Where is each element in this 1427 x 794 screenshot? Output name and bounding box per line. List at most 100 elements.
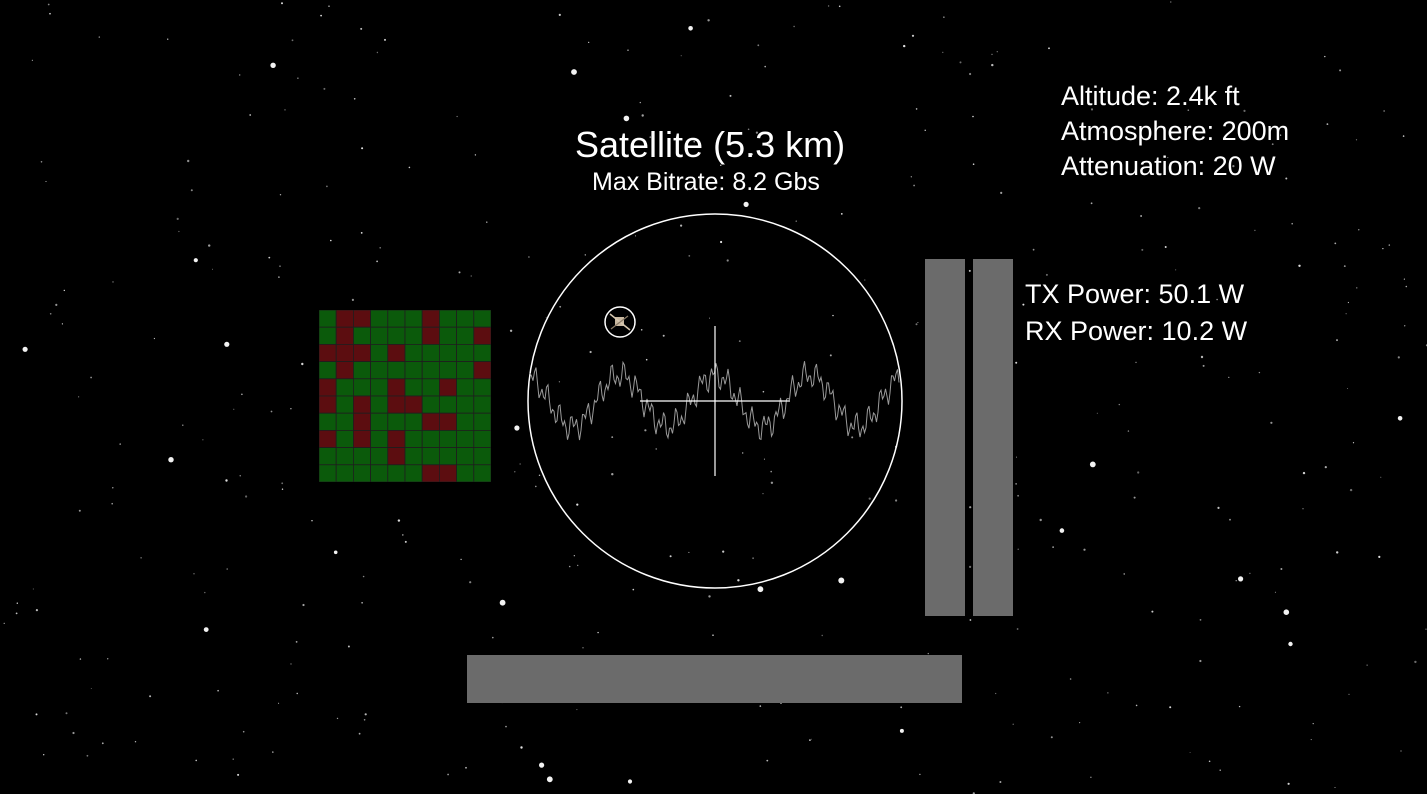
star: [1271, 143, 1274, 146]
star: [65, 712, 68, 715]
star: [153, 337, 155, 340]
star: [1349, 488, 1353, 492]
star: [763, 458, 765, 460]
star: [290, 663, 292, 665]
star: [539, 762, 545, 768]
star: [1249, 572, 1251, 575]
star: [1225, 330, 1227, 332]
star: [98, 36, 101, 38]
star: [1016, 456, 1017, 458]
star: [762, 493, 764, 495]
star: [611, 436, 614, 438]
star: [384, 38, 386, 41]
star: [641, 114, 644, 117]
star: [644, 429, 647, 432]
star: [1397, 356, 1400, 359]
star: [1400, 750, 1402, 752]
crosshair-icon: [640, 326, 790, 476]
star: [1258, 371, 1261, 374]
star: [969, 619, 972, 621]
star: [1343, 265, 1346, 267]
star: [272, 751, 274, 753]
star: [119, 443, 121, 445]
star: [509, 329, 513, 332]
star: [358, 732, 361, 735]
star: [969, 72, 972, 76]
star: [49, 12, 51, 15]
star: [167, 38, 169, 40]
star: [232, 758, 234, 760]
satellite-icon[interactable]: [604, 306, 636, 338]
star: [770, 481, 774, 484]
star: [1347, 301, 1349, 304]
star: [738, 340, 741, 342]
star: [32, 588, 34, 590]
star: [900, 706, 903, 709]
star: [134, 741, 137, 743]
star: [281, 2, 283, 5]
star: [573, 555, 575, 557]
star: [1118, 403, 1121, 406]
star: [1355, 139, 1358, 141]
star: [1141, 248, 1144, 251]
star: [22, 346, 28, 352]
star: [1107, 692, 1109, 694]
star: [1090, 202, 1093, 205]
star: [112, 281, 114, 283]
star: [1270, 421, 1273, 424]
star: [204, 591, 206, 594]
star: [31, 59, 33, 61]
star: [1232, 165, 1235, 168]
star: [1287, 782, 1290, 785]
star: [627, 779, 633, 784]
star: [545, 316, 547, 318]
star: [61, 323, 64, 325]
star: [924, 129, 926, 131]
star: [809, 739, 811, 741]
star: [361, 602, 363, 604]
star: [347, 645, 350, 648]
star: [1274, 591, 1276, 593]
star: [571, 69, 577, 75]
star: [737, 579, 740, 582]
star: [669, 555, 672, 558]
star: [447, 773, 449, 776]
star: [193, 573, 195, 575]
star: [1198, 207, 1201, 210]
star: [217, 689, 219, 692]
star: [868, 497, 871, 500]
star: [712, 634, 714, 636]
star: [397, 519, 401, 522]
star: [1366, 664, 1368, 666]
star: [1302, 471, 1306, 475]
star: [1170, 1, 1172, 3]
star: [112, 487, 114, 489]
star: [1243, 109, 1246, 112]
signal-grid[interactable]: [319, 310, 491, 482]
star: [1123, 573, 1125, 575]
star: [226, 568, 228, 570]
star: [1202, 364, 1205, 367]
star: [1059, 528, 1065, 533]
star: [720, 164, 722, 166]
star: [558, 381, 561, 383]
star: [1169, 706, 1172, 709]
star: [1345, 313, 1347, 315]
star: [639, 101, 641, 104]
star: [795, 220, 797, 222]
star: [576, 709, 578, 711]
star: [634, 235, 637, 237]
star: [1336, 551, 1339, 554]
star: [864, 279, 866, 281]
star: [640, 329, 643, 331]
star: [969, 506, 972, 509]
star: [589, 350, 592, 354]
star: [538, 474, 541, 476]
star: [514, 425, 520, 431]
star: [1050, 736, 1053, 739]
scope-ring: [527, 213, 903, 589]
star: [295, 641, 298, 643]
star: [376, 51, 379, 54]
star: [1402, 135, 1405, 137]
